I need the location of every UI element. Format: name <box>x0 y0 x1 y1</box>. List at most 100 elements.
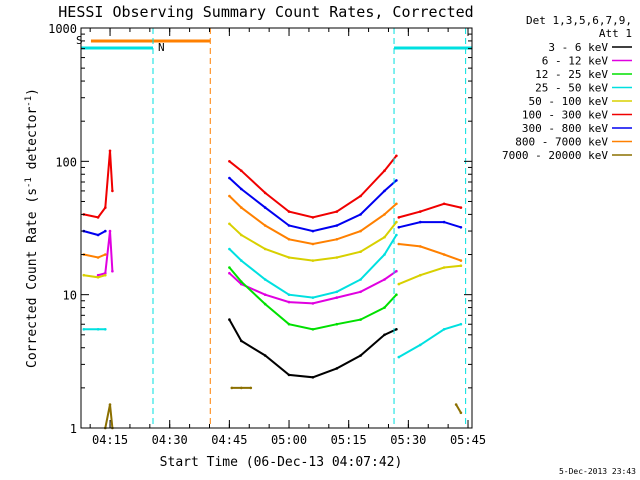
series-point-5-0-3 <box>108 149 112 153</box>
legend-header-1: Att 1 <box>599 27 632 40</box>
series-point-1-0-1 <box>104 271 107 275</box>
series-point-1-1-0 <box>228 271 231 275</box>
series-point-2-0-1 <box>240 280 243 284</box>
series-point-2-0-8 <box>395 293 398 297</box>
series-point-0-0-2 <box>263 354 267 357</box>
plot-content <box>82 149 463 430</box>
series-point-4-0-2 <box>104 273 107 277</box>
series-point-7-1-3 <box>287 238 291 241</box>
series-point-3-1-6 <box>359 278 362 281</box>
series-point-4-1-2 <box>263 247 267 251</box>
series-line-3-segment-2 <box>398 323 462 358</box>
y-tick-label-2: 100 <box>55 155 77 169</box>
series-point-5-1-3 <box>287 210 291 213</box>
series-line-4-segment-1 <box>228 221 398 262</box>
series-point-6-0-2 <box>104 229 107 233</box>
legend-label-8: 7000 - 20000 keV <box>502 149 608 162</box>
series-point-6-2-3 <box>459 226 463 229</box>
series-point-4-1-3 <box>287 256 291 259</box>
series-point-4-2-0 <box>397 282 401 286</box>
series-point-0-0-1 <box>240 339 243 343</box>
x-tick-label-0: 04:15 <box>92 433 128 447</box>
series-point-3-2-1 <box>419 343 422 347</box>
series-point-4-0-0 <box>82 273 86 277</box>
series-point-0-0-0 <box>228 318 231 321</box>
series-point-4-1-8 <box>395 220 398 224</box>
series-line-7-segment-2 <box>398 243 462 262</box>
series-point-3-1-5 <box>335 290 339 294</box>
series-point-5-1-1 <box>240 169 243 172</box>
series-point-5-0-4 <box>111 189 114 193</box>
x-tick-label-4: 05:15 <box>331 433 367 447</box>
x-tick-label-6: 05:45 <box>450 433 486 447</box>
series-point-4-1-4 <box>311 259 315 262</box>
series-line-1-segment-0 <box>97 230 114 277</box>
series-point-8-2-1 <box>459 411 463 415</box>
series-point-3-1-8 <box>395 233 398 237</box>
series-point-7-1-1 <box>240 206 243 209</box>
series-point-7-1-2 <box>263 224 267 227</box>
legend-label-1: 6 - 12 keV <box>542 55 609 68</box>
series-point-4-0-1 <box>96 276 100 279</box>
series-point-5-0-2 <box>104 206 107 209</box>
series-line-7-segment-0 <box>83 253 106 259</box>
series-point-6-1-4 <box>311 229 315 233</box>
series-point-3-2-2 <box>442 328 446 331</box>
y-axis-label-sup2: -1 <box>24 96 34 107</box>
series-point-2-0-5 <box>335 322 339 326</box>
series-point-6-1-0 <box>228 176 231 180</box>
series-point-3-1-7 <box>383 253 386 256</box>
series-point-7-1-7 <box>383 213 386 216</box>
series-point-1-1-4 <box>311 302 315 305</box>
series-point-3-2-3 <box>459 322 463 326</box>
x-tick-label-5: 05:30 <box>390 433 426 447</box>
series-line-8-segment-2 <box>455 403 462 414</box>
series-point-5-2-0 <box>397 216 401 219</box>
series-point-5-1-2 <box>263 191 267 195</box>
legend-label-4: 50 - 100 keV <box>529 95 609 108</box>
series-point-6-1-1 <box>240 187 243 191</box>
series-point-5-1-8 <box>395 154 398 158</box>
series-point-1-0-3 <box>111 269 114 273</box>
series-point-4-1-1 <box>240 233 243 237</box>
series-point-6-2-1 <box>419 220 422 224</box>
series-point-4-1-5 <box>335 256 339 259</box>
series-point-6-1-2 <box>263 206 267 209</box>
series-point-4-1-7 <box>383 235 386 239</box>
series-point-6-1-3 <box>287 224 291 227</box>
series-point-0-0-4 <box>311 376 315 379</box>
series-line-5-segment-2 <box>398 202 462 219</box>
series-point-1-1-2 <box>263 293 267 297</box>
series-point-0-0-8 <box>395 328 398 331</box>
series-point-1-1-6 <box>359 290 362 294</box>
y-axis-label-mid: detector <box>25 107 40 178</box>
series-point-2-0-0 <box>228 266 231 269</box>
annotations: SN <box>76 28 472 428</box>
series-point-6-1-8 <box>395 179 398 182</box>
series-point-6-2-0 <box>397 226 401 229</box>
legend-label-6: 300 - 800 keV <box>522 122 608 135</box>
y-axis-label-part1: Corrected Count Rate (s <box>25 188 40 368</box>
series-point-4-1-6 <box>359 250 362 253</box>
series-point-3-1-2 <box>263 278 267 281</box>
series-point-6-2-2 <box>442 220 446 224</box>
series-point-5-1-0 <box>228 160 231 163</box>
series-line-5-segment-1 <box>228 155 398 219</box>
series-point-4-2-3 <box>459 264 463 268</box>
series-point-7-0-1 <box>96 256 100 259</box>
footer-timestamp: 5-Dec-2013 23:43 <box>559 467 636 476</box>
series-point-1-1-3 <box>287 300 291 304</box>
axes: 04:15 04:30 04:45 05:00 05:15 05:30 05:45 1 10 10… <box>48 22 486 447</box>
series-point-2-0-4 <box>311 328 315 331</box>
series-point-3-0-2 <box>104 328 107 331</box>
night-label: N <box>158 41 165 54</box>
series-point-3-2-0 <box>397 355 401 359</box>
legend-label-5: 100 - 300 keV <box>522 109 608 122</box>
series-point-0-0-7 <box>383 333 386 337</box>
series-point-8-1-2 <box>249 386 253 390</box>
series-point-7-2-2 <box>442 253 446 256</box>
x-tick-label-2: 04:45 <box>211 433 247 447</box>
series-point-2-0-2 <box>263 302 267 306</box>
